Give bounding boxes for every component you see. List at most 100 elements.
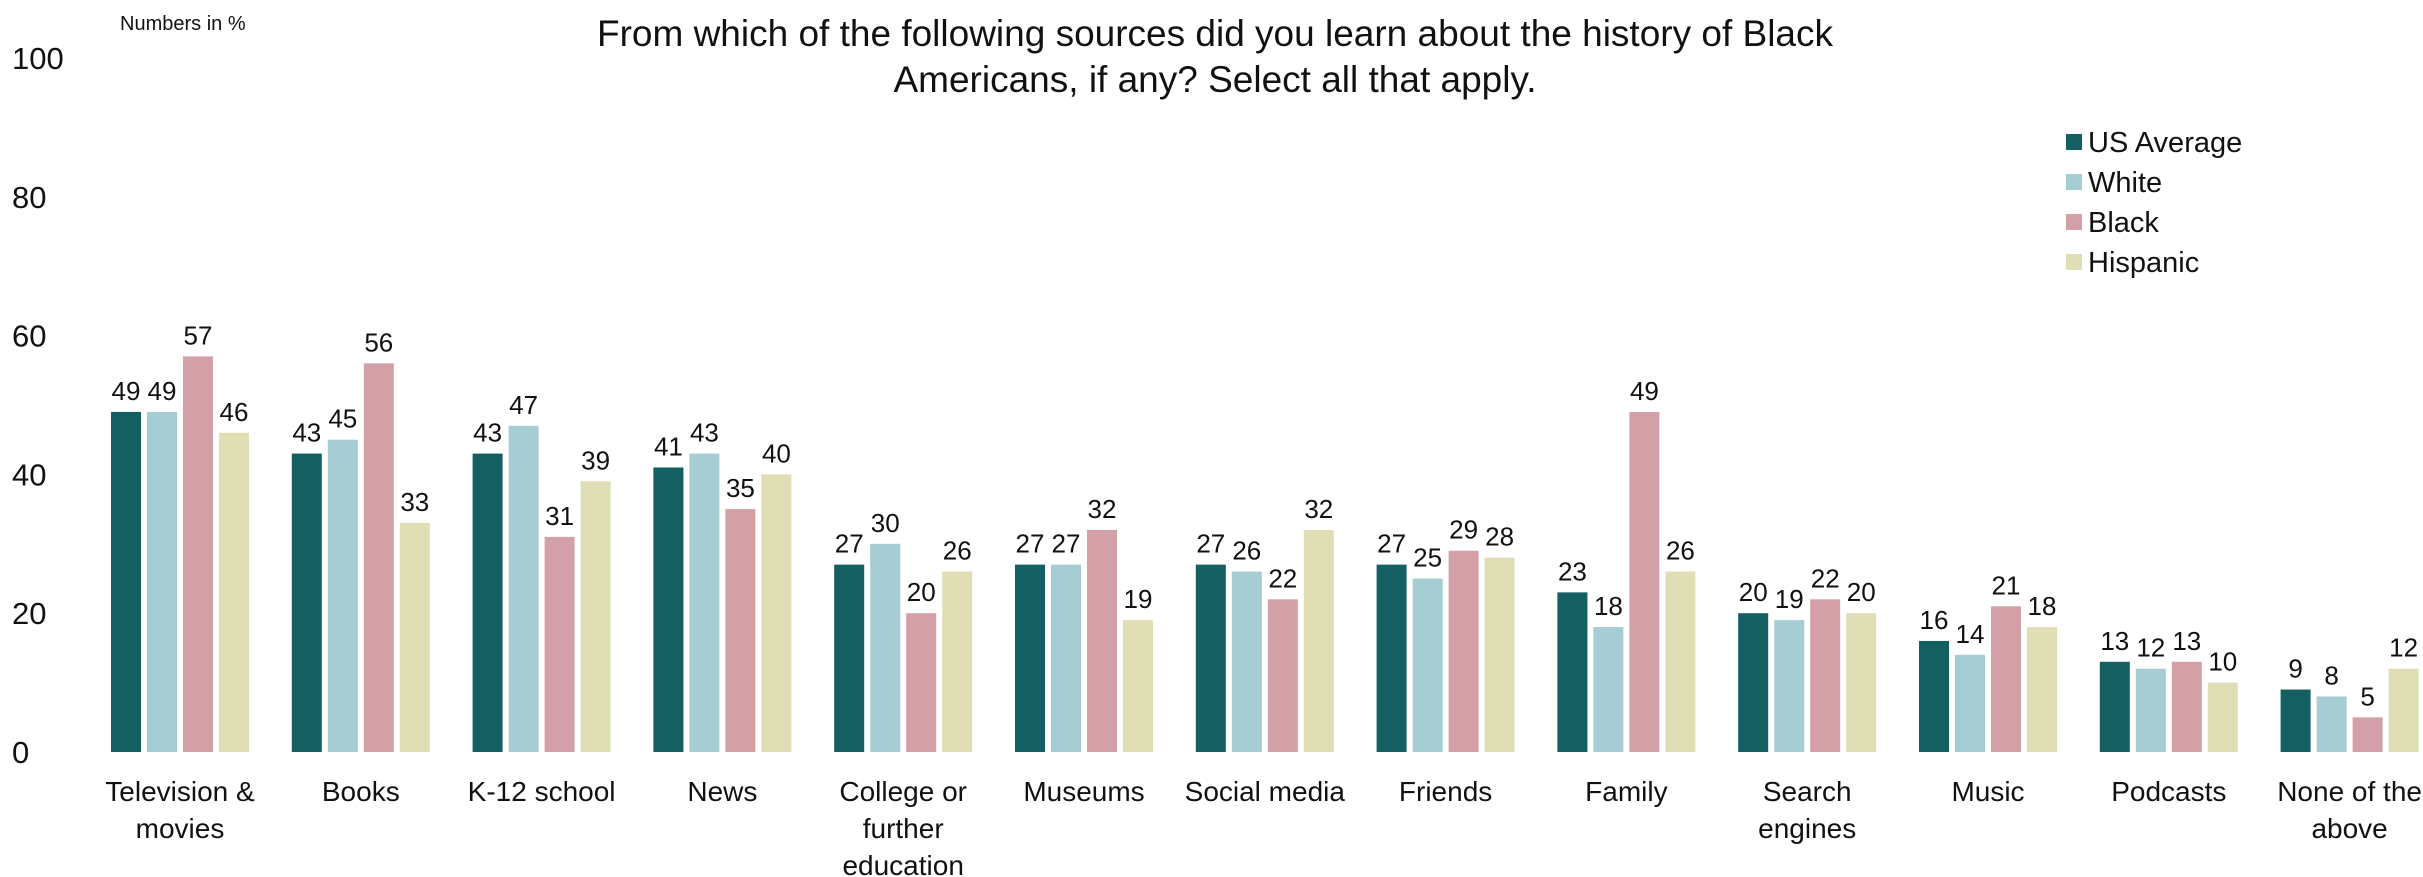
data-label: 8: [2324, 660, 2338, 690]
bar: [1484, 557, 1515, 752]
bar: [2027, 627, 2057, 752]
bar: [472, 453, 503, 752]
data-label: 9: [2288, 654, 2302, 684]
chart-title-line-1: From which of the following sources did …: [597, 13, 1834, 54]
x-tick-label: News: [687, 776, 757, 807]
x-tick-label: Podcasts: [2111, 776, 2226, 807]
data-label: 30: [871, 508, 900, 538]
bar: [2099, 661, 2130, 752]
data-label: 33: [400, 487, 429, 517]
data-label: 43: [473, 418, 502, 448]
y-tick-label: 40: [12, 457, 46, 492]
data-label: 27: [1196, 529, 1225, 559]
bar: [1412, 578, 1443, 752]
legend-label: Black: [2088, 207, 2159, 239]
bar: [580, 481, 611, 752]
chart-title-line-2: Americans, if any? Select all that apply…: [893, 59, 1536, 100]
data-label: 23: [1558, 556, 1587, 586]
data-label: 13: [2100, 626, 2129, 656]
bar: [1738, 613, 1769, 752]
data-label: 32: [1088, 494, 1117, 524]
bar: [870, 543, 901, 752]
data-label: 49: [148, 376, 177, 406]
bar: [1195, 564, 1226, 752]
bar: [2207, 682, 2238, 752]
bar: [1593, 627, 1624, 752]
x-tick-label: None of the: [2277, 776, 2422, 807]
data-label: 20: [1847, 577, 1876, 607]
data-label: 20: [907, 577, 936, 607]
bar: [1919, 640, 1949, 752]
y-tick-label: 60: [12, 319, 46, 354]
bar: [725, 509, 756, 752]
x-tick-label: Family: [1585, 776, 1667, 807]
legend-swatch: [2066, 134, 2082, 150]
bar: [1303, 529, 1334, 752]
data-label: 46: [220, 397, 249, 427]
x-tick-label: Museums: [1023, 776, 1144, 807]
bar: [219, 432, 249, 752]
data-label: 14: [1956, 619, 1985, 649]
data-label: 28: [1485, 522, 1514, 552]
data-label: 49: [112, 376, 141, 406]
legend-label: White: [2088, 167, 2162, 199]
x-tick-label: engines: [1758, 813, 1856, 844]
data-label: 5: [2360, 681, 2374, 711]
data-label: 21: [1992, 570, 2021, 600]
bar: [942, 571, 973, 752]
data-label: 22: [1811, 563, 1840, 593]
data-label: 13: [2172, 626, 2201, 656]
bar: [834, 564, 865, 752]
data-label: 12: [2136, 633, 2165, 663]
bar: [1267, 599, 1298, 752]
data-label: 16: [1920, 605, 1949, 635]
x-tick-label: Television &: [105, 776, 255, 807]
bar: [2171, 661, 2202, 752]
bar: [653, 467, 684, 752]
data-label: 45: [328, 404, 357, 434]
x-tick-label: Social media: [1185, 776, 1346, 807]
x-tick-label: College or: [839, 776, 967, 807]
x-tick-label: education: [842, 850, 963, 877]
y-tick-label: 20: [12, 596, 46, 631]
legend-swatch: [2066, 214, 2082, 230]
bar: [2316, 696, 2347, 752]
y-tick-label: 100: [12, 41, 64, 76]
legend: US Average White Black Hispanic: [2066, 127, 2242, 279]
data-label: 29: [1449, 515, 1478, 545]
data-label: 19: [1124, 584, 1153, 614]
legend-swatch: [2066, 254, 2082, 270]
data-label: 41: [654, 431, 683, 461]
data-label: 31: [545, 501, 574, 531]
bar: [1557, 592, 1588, 752]
data-label: 49: [1630, 376, 1659, 406]
data-label: 57: [184, 320, 213, 350]
bar: [2280, 689, 2311, 752]
data-label: 43: [690, 418, 719, 448]
bar: [2135, 668, 2166, 752]
y-tick-label: 0: [12, 735, 29, 770]
bar: [508, 425, 539, 752]
x-tick-label: above: [2311, 813, 2387, 844]
data-label: 39: [581, 445, 610, 475]
bar: [1846, 613, 1877, 752]
y-axis: 0 20 40 60 80 100: [12, 41, 64, 770]
bar: [147, 411, 177, 752]
data-label: 26: [1666, 536, 1695, 566]
bar: [1231, 571, 1262, 752]
data-label: 26: [1232, 536, 1261, 566]
x-tick-label: K-12 school: [468, 776, 616, 807]
bar: [2388, 668, 2419, 752]
data-label: 19: [1775, 584, 1804, 614]
legend-swatch: [2066, 174, 2082, 190]
bar: [111, 411, 141, 752]
x-tick-label: Music: [1951, 776, 2024, 807]
units-note: Numbers in %: [120, 13, 246, 35]
data-label: 40: [762, 438, 791, 468]
data-label: 18: [2028, 591, 2057, 621]
data-label: 35: [726, 473, 755, 503]
data-label: 18: [1594, 591, 1623, 621]
x-tick-label: further: [863, 813, 944, 844]
